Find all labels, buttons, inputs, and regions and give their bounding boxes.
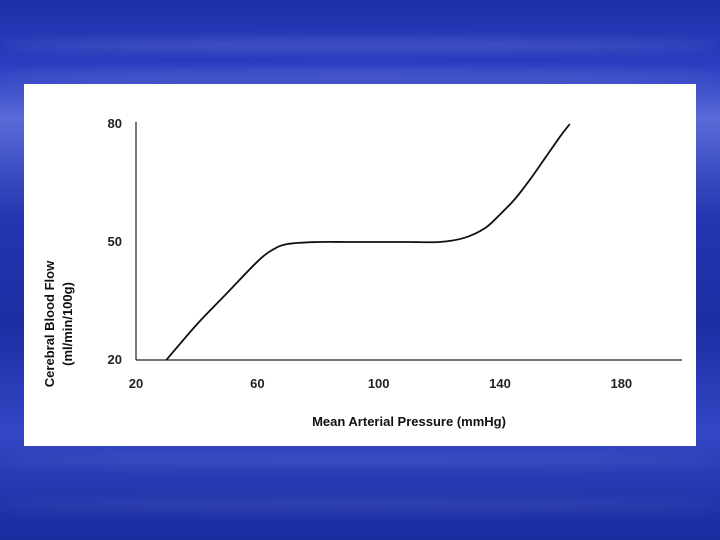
y-axis-title-line1: Cerebral Blood Flow: [42, 260, 57, 387]
tick-labels: 20 50 80 20 60 100 140 180: [108, 116, 633, 391]
x-tick-label: 140: [489, 376, 511, 391]
x-tick-label: 180: [610, 376, 632, 391]
x-tick-label: 100: [368, 376, 390, 391]
chart-panel: 20 50 80 20 60 100 140 180 Mean Arterial Pressu…: [24, 84, 696, 446]
chart-svg: 20 50 80 20 60 100 140 180 Mean Arterial Pressu…: [42, 116, 682, 429]
x-tick-label: 60: [250, 376, 264, 391]
y-tick-label: 50: [108, 234, 122, 249]
y-tick-label: 20: [108, 352, 122, 367]
x-tick-label: 20: [129, 376, 143, 391]
x-axis-title: Mean Arterial Pressure (mmHg): [312, 414, 506, 429]
y-axis-title-line2: (ml/min/100g): [60, 282, 75, 366]
y-tick-label: 80: [108, 116, 122, 131]
axes: [135, 122, 682, 361]
series-line: [165, 123, 571, 361]
